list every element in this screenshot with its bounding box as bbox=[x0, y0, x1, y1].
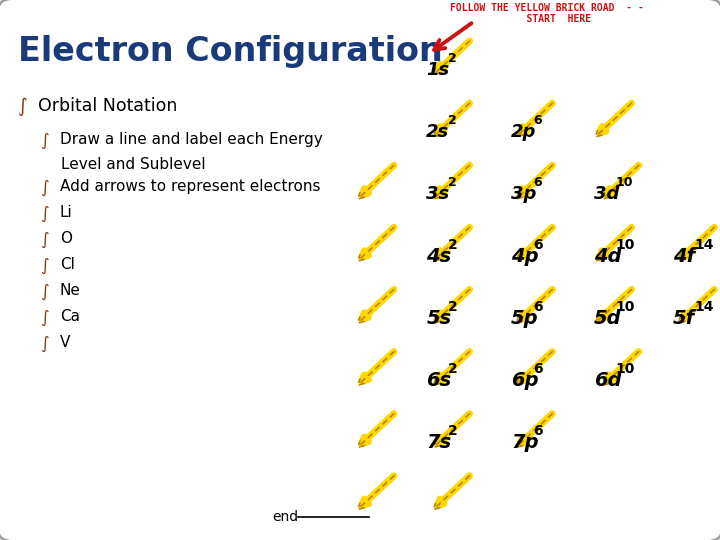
Text: Draw a line and label each Energy: Draw a line and label each Energy bbox=[60, 132, 323, 147]
Text: 10: 10 bbox=[616, 362, 635, 376]
Text: O: O bbox=[60, 231, 72, 246]
Text: 2: 2 bbox=[448, 238, 458, 252]
Text: 2: 2 bbox=[448, 424, 458, 438]
Text: 4d: 4d bbox=[594, 247, 621, 266]
Text: 2p: 2p bbox=[511, 123, 536, 141]
Text: Cl: Cl bbox=[60, 257, 75, 272]
Text: 10: 10 bbox=[616, 176, 633, 189]
Text: 4s: 4s bbox=[426, 247, 451, 266]
Text: end: end bbox=[272, 510, 298, 524]
Text: V: V bbox=[60, 335, 70, 350]
Text: 6d: 6d bbox=[594, 371, 621, 390]
Text: ∫: ∫ bbox=[40, 335, 48, 353]
Text: Orbital Notation: Orbital Notation bbox=[38, 97, 178, 115]
Text: 2: 2 bbox=[448, 362, 458, 376]
Text: 6p: 6p bbox=[511, 371, 539, 390]
Text: ∫: ∫ bbox=[40, 205, 48, 223]
Text: 6: 6 bbox=[533, 300, 542, 314]
Text: 3d: 3d bbox=[594, 185, 619, 204]
Text: 14: 14 bbox=[695, 238, 714, 252]
Text: Ne: Ne bbox=[60, 283, 81, 298]
Text: Electron Configuration: Electron Configuration bbox=[18, 35, 443, 68]
Text: Level and Sublevel: Level and Sublevel bbox=[61, 157, 206, 172]
Text: ∫: ∫ bbox=[40, 231, 48, 249]
Text: 3s: 3s bbox=[426, 185, 449, 204]
Text: ∫: ∫ bbox=[18, 97, 28, 116]
Text: 5s: 5s bbox=[426, 309, 451, 328]
Text: 7s: 7s bbox=[426, 433, 451, 453]
Text: FOLLOW THE YELLOW BRICK ROAD  - -
    START  HERE: FOLLOW THE YELLOW BRICK ROAD - - START H… bbox=[450, 3, 644, 24]
Text: 6: 6 bbox=[533, 114, 541, 127]
Text: 5f: 5f bbox=[673, 309, 696, 328]
Text: ∫: ∫ bbox=[40, 179, 48, 197]
Text: 2: 2 bbox=[448, 114, 456, 127]
Text: ∫: ∫ bbox=[40, 309, 48, 327]
Text: 10: 10 bbox=[616, 238, 635, 252]
Text: Add arrows to represent electrons: Add arrows to represent electrons bbox=[60, 179, 320, 194]
Text: 2s: 2s bbox=[426, 123, 449, 141]
Text: 6: 6 bbox=[533, 424, 542, 438]
Text: 6: 6 bbox=[533, 238, 542, 252]
Text: Li: Li bbox=[60, 205, 73, 220]
Text: 3p: 3p bbox=[511, 185, 536, 204]
Text: ∫: ∫ bbox=[40, 283, 48, 301]
Text: 4p: 4p bbox=[511, 247, 539, 266]
Text: 7p: 7p bbox=[511, 433, 539, 453]
Text: 1s: 1s bbox=[426, 61, 449, 79]
Text: 5d: 5d bbox=[594, 309, 621, 328]
Text: Ca: Ca bbox=[60, 309, 80, 324]
Text: 6: 6 bbox=[533, 362, 542, 376]
Text: 6s: 6s bbox=[426, 371, 451, 390]
Text: ∫: ∫ bbox=[40, 132, 48, 150]
Text: 4f: 4f bbox=[673, 247, 696, 266]
Text: 10: 10 bbox=[616, 300, 635, 314]
Text: 2: 2 bbox=[448, 300, 458, 314]
Text: 5p: 5p bbox=[511, 309, 539, 328]
Text: 6: 6 bbox=[533, 176, 541, 189]
Text: 2: 2 bbox=[448, 52, 456, 65]
Text: 14: 14 bbox=[695, 300, 714, 314]
Text: ∫: ∫ bbox=[40, 257, 48, 275]
Text: 2: 2 bbox=[448, 176, 456, 189]
